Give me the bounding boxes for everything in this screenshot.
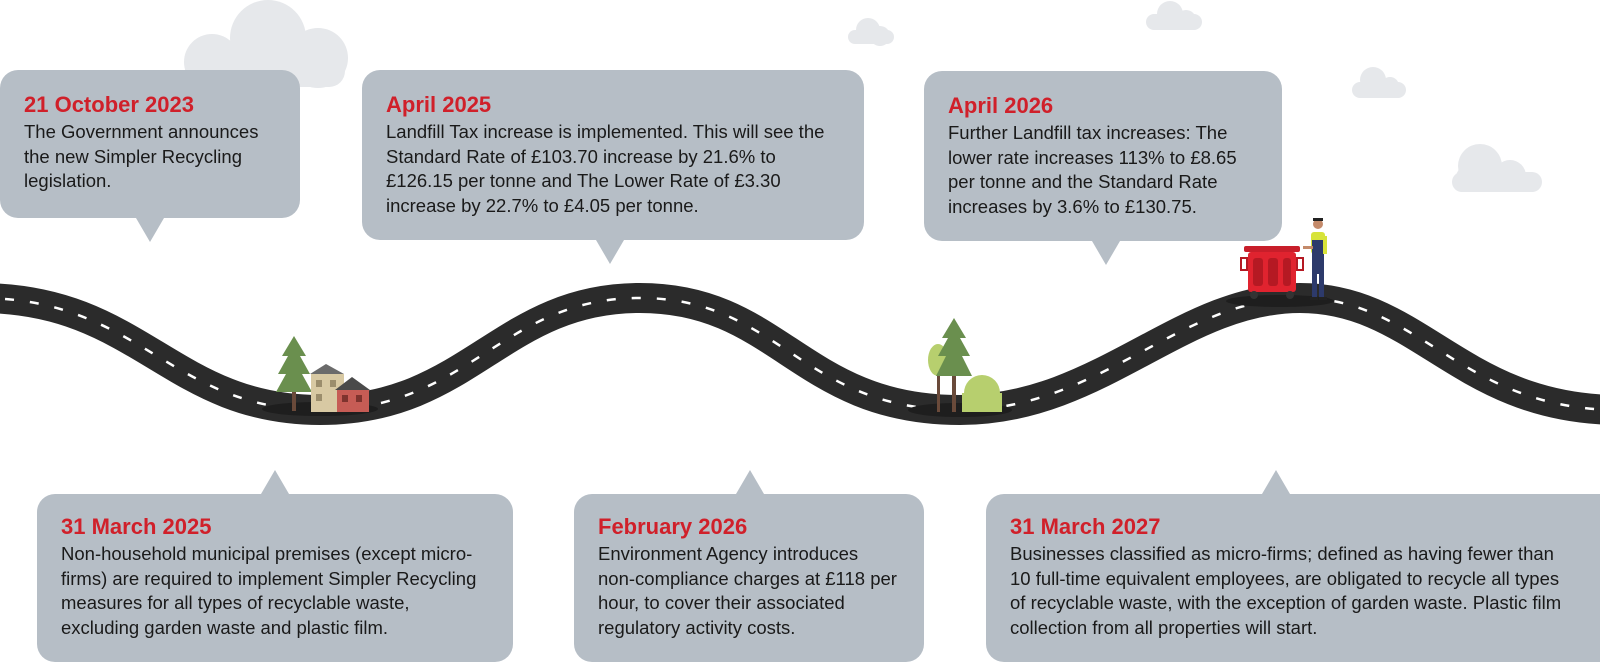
house-icon [335,377,370,412]
event-date: 31 March 2025 [61,514,212,539]
event-date: April 2026 [948,93,1054,118]
event-card-apr-2026: April 2026 Further Landfill tax increase… [924,71,1282,265]
event-date: 21 October 2023 [24,92,194,117]
event-description: Environment Agency introduces non-compli… [598,543,897,638]
bush-icon [962,375,1002,412]
event-card-mar-2027: 31 March 2027 Businesses classified as m… [986,470,1600,662]
event-description: Further Landfill tax increases: The lowe… [948,122,1237,217]
event-card-feb-2026: February 2026 Environment Agency introdu… [574,470,924,662]
event-description: Landfill Tax increase is implemented. Th… [386,121,825,216]
cloud-icon [1452,144,1542,192]
tree-icon [936,318,972,412]
event-card-oct-2023: 21 October 2023 The Government announces… [0,70,300,242]
event-description: Businesses classified as micro-firms; de… [1010,543,1562,638]
wheelie-bin-icon [1240,246,1304,299]
cloud-icon [1352,67,1406,98]
event-card-mar-2025: 31 March 2025 Non-household municipal pr… [37,470,513,662]
road [0,282,1600,426]
event-description: The Government announces the new Simpler… [24,121,259,191]
cloud-icon [1146,1,1202,30]
event-date: February 2026 [598,514,748,539]
event-date: April 2025 [386,92,492,117]
event-description: Non-household municipal premises (except… [61,543,477,638]
tree-icon [276,336,312,411]
event-date: 31 March 2027 [1010,514,1161,539]
waste-worker-icon [1303,218,1327,300]
event-card-apr-2025: April 2025 Landfill Tax increase is impl… [362,70,864,264]
cloud-icon [848,18,894,46]
